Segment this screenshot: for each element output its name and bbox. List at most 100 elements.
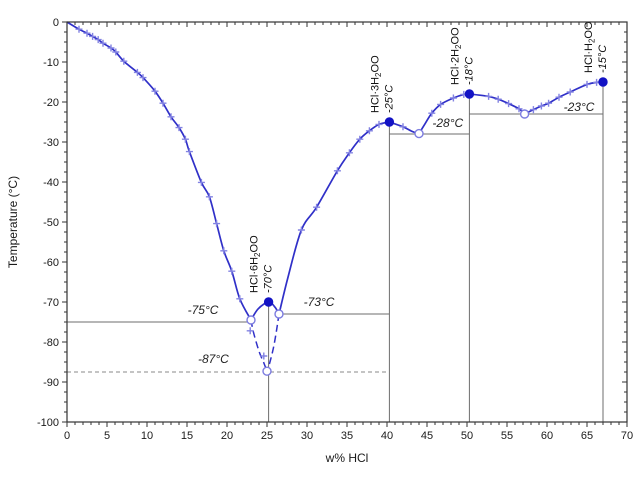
x-tick-label: 15 (181, 430, 193, 442)
compound-melting-temp-label: -15°C (597, 45, 609, 73)
data-point-marker (555, 93, 563, 101)
x-tick-label: 70 (621, 430, 633, 442)
data-point-marker (515, 105, 523, 113)
x-tick-label: 50 (461, 430, 473, 442)
data-point-marker (185, 148, 193, 156)
data-point-marker (167, 113, 175, 121)
data-point-marker (197, 178, 205, 186)
y-tick-label: -60 (43, 257, 59, 269)
data-point-marker (529, 106, 537, 114)
temperature-annotation: -73°C (304, 295, 335, 309)
compound-label: HCl·H2OO -15°C (583, 21, 609, 73)
data-point-marker (399, 123, 407, 131)
data-point-marker (220, 247, 228, 255)
compound-melting-temp-label: -18°C (463, 57, 475, 85)
metastable-liquidus-segment (250, 319, 268, 372)
x-axis-title: w% HCl (325, 451, 369, 465)
plot-border (66, 21, 628, 423)
data-point-marker (428, 109, 436, 117)
data-point-marker (537, 102, 545, 110)
data-point-marker (333, 167, 341, 175)
compound-label: HCl·3H2OO -25°C (369, 55, 395, 113)
data-point-marker (583, 80, 591, 88)
x-tick-label: 65 (581, 430, 593, 442)
data-point-marker (151, 87, 159, 95)
liquidus-curve-segment (389, 121, 420, 135)
data-point-marker (566, 88, 574, 96)
y-tick-label: -20 (43, 97, 59, 109)
data-point-marker (94, 36, 102, 44)
x-tick-label: 45 (421, 430, 433, 442)
x-tick-label: 25 (261, 430, 273, 442)
liquidus-curve-segment (66, 21, 252, 321)
data-point-marker (75, 25, 83, 33)
x-tick-label: 20 (221, 430, 233, 442)
data-point-marker (297, 226, 305, 234)
data-point-marker (99, 39, 107, 47)
data-point-marker (133, 68, 141, 76)
y-tick-label: -80 (43, 337, 59, 349)
data-point-marker (236, 295, 244, 303)
y-tick-label: 0 (53, 17, 59, 29)
compound-formula: HCl·3H2OO (369, 55, 383, 113)
data-point-marker (175, 124, 183, 132)
data-point-marker (181, 135, 189, 143)
temperature-annotation: -28°C (432, 116, 463, 130)
compound-formula: HCl·6H2OO (249, 235, 263, 293)
x-tick-label: 30 (301, 430, 313, 442)
y-axis-title: Temperature (°C) (6, 176, 20, 268)
liquidus-curve-segment (278, 121, 390, 315)
x-tick-label: 60 (541, 430, 553, 442)
data-point-marker (139, 74, 147, 82)
y-tick-label: -40 (43, 177, 59, 189)
data-point-marker (83, 29, 91, 37)
data-point-marker (365, 127, 373, 135)
eutectic-point (274, 309, 284, 319)
compound-melting-point (384, 117, 395, 127)
eutectic-point (262, 366, 272, 376)
compound-melting-point (263, 297, 274, 307)
y-tick-label: -70 (43, 297, 59, 309)
data-point-marker (356, 135, 364, 143)
data-point-marker (485, 92, 493, 100)
x-tick-label: 35 (341, 430, 353, 442)
x-tick-label: 40 (381, 430, 393, 442)
y-tick-label: -100 (37, 417, 59, 429)
data-point-marker (107, 44, 115, 52)
data-point-marker (228, 267, 236, 275)
data-point-marker (213, 220, 221, 228)
data-point-marker (449, 94, 457, 102)
compound-melting-temp-label: -70°C (263, 265, 275, 293)
y-tick-label: -30 (43, 137, 59, 149)
data-point-marker (112, 48, 120, 56)
compound-label: HCl·6H2OO -70°C (249, 235, 275, 293)
eutectic-point (519, 109, 530, 119)
y-tick-label: -50 (43, 217, 59, 229)
metastable-liquidus-segment (266, 313, 280, 372)
temperature-annotation: -75°C (188, 303, 219, 317)
data-point-marker (345, 149, 353, 157)
data-point-marker (437, 100, 445, 108)
plot-generated-content: -75°C -87°C -73°C -28°C -23°C HCl·6H2OO -70°C… (37, 17, 633, 442)
x-tick-label: 5 (104, 430, 110, 442)
data-point-marker (246, 327, 254, 335)
data-point-marker (505, 100, 513, 108)
compound-melting-point (464, 89, 475, 99)
temperature-annotation: -87°C (198, 352, 229, 366)
y-tick-label: -10 (43, 57, 59, 69)
compound-melting-temp-label: -25°C (383, 85, 395, 113)
x-tick-label: 55 (501, 430, 513, 442)
compound-melting-point (598, 77, 608, 87)
data-point-marker (159, 99, 167, 107)
data-point-marker (205, 193, 213, 201)
data-point-marker (89, 32, 97, 40)
compound-label: HCl·2H2OO -18°C (449, 27, 475, 85)
data-point-marker (545, 99, 553, 107)
data-point-marker (494, 95, 502, 103)
x-tick-label: 10 (141, 430, 153, 442)
data-point-marker (375, 120, 383, 128)
compound-formula: HCl·H2OO (583, 21, 597, 73)
liquidus-curve-segment (469, 93, 526, 115)
